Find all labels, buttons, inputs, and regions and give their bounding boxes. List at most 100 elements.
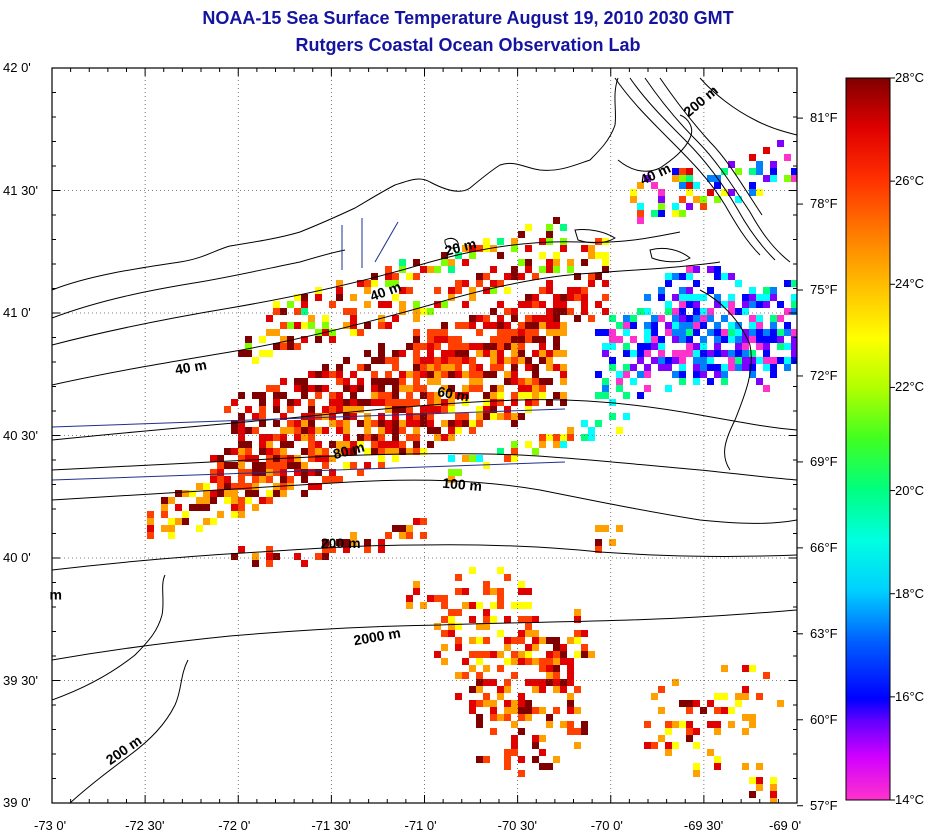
sst-pixel <box>294 462 301 469</box>
sst-pixel <box>511 343 518 350</box>
sst-pixel <box>623 392 630 399</box>
sst-pixel <box>490 385 497 392</box>
sst-pixel <box>476 637 483 644</box>
sst-pixel <box>490 364 497 371</box>
sst-pixel <box>406 371 413 378</box>
sst-pixel <box>525 245 532 252</box>
sst-pixel <box>350 385 357 392</box>
sst-pixel <box>511 245 518 252</box>
sst-pixel <box>616 378 623 385</box>
sst-pixel <box>546 763 553 770</box>
sst-pixel <box>672 329 679 336</box>
sst-pixel <box>581 301 588 308</box>
sst-pixel <box>532 294 539 301</box>
sst-pixel <box>273 406 280 413</box>
sst-pixel <box>749 350 756 357</box>
sst-pixel <box>700 308 707 315</box>
sst-pixel <box>497 315 504 322</box>
colorbar-celsius-label: 22°C <box>895 379 925 395</box>
sst-pixel <box>532 273 539 280</box>
sst-pixel <box>294 399 301 406</box>
sst-pixel <box>315 483 322 490</box>
sst-pixel <box>504 273 511 280</box>
sst-pixel <box>371 273 378 280</box>
sst-pixel <box>238 546 245 553</box>
contour-40m <box>52 261 721 386</box>
sst-pixel <box>686 168 693 175</box>
sst-pixel <box>770 371 777 378</box>
sst-pixel <box>693 364 700 371</box>
sst-pixel <box>742 308 749 315</box>
sst-pixel <box>763 672 770 679</box>
sst-pixel <box>406 532 413 539</box>
sst-pixel <box>560 350 567 357</box>
sst-pixel <box>665 721 672 728</box>
sst-pixel <box>644 742 651 749</box>
sst-pixel <box>560 224 567 231</box>
fahrenheit-label: 78°F <box>810 196 838 212</box>
sst-pixel <box>511 371 518 378</box>
sst-pixel <box>427 371 434 378</box>
sst-pixel <box>392 280 399 287</box>
sst-pixel <box>623 371 630 378</box>
sst-pixel <box>427 343 434 350</box>
sst-pixel <box>511 420 518 427</box>
sst-pixel <box>350 294 357 301</box>
sst-pixel <box>686 707 693 714</box>
sst-pixel <box>770 777 777 784</box>
sst-pixel <box>455 574 462 581</box>
sst-pixel <box>658 336 665 343</box>
sst-pixel <box>525 623 532 630</box>
sst-pixel <box>504 455 511 462</box>
sst-pixel <box>287 399 294 406</box>
sst-pixel <box>511 672 518 679</box>
lon-tick-label: -69 30' <box>683 818 724 833</box>
sst-pixel <box>266 497 273 504</box>
sst-pixel <box>189 490 196 497</box>
contour-200m-southwest <box>69 659 189 803</box>
sst-pixel <box>434 623 441 630</box>
sst-pixel <box>504 679 511 686</box>
sst-pixel <box>280 378 287 385</box>
sst-pixel <box>714 322 721 329</box>
sst-pixel <box>525 630 532 637</box>
sst-pixel <box>259 462 266 469</box>
sst-pixel <box>336 399 343 406</box>
sst-pixel <box>539 252 546 259</box>
sst-pixel <box>476 672 483 679</box>
sst-pixel <box>364 364 371 371</box>
sst-pixel <box>588 315 595 322</box>
sst-pixel <box>385 266 392 273</box>
sst-pixel <box>231 504 238 511</box>
sst-pixel <box>511 700 518 707</box>
sst-pixel <box>546 350 553 357</box>
sst-pixel <box>385 378 392 385</box>
sst-pixel <box>385 427 392 434</box>
sst-pixel <box>161 504 168 511</box>
sst-pixel <box>476 721 483 728</box>
sst-pixel <box>245 406 252 413</box>
sst-pixel <box>756 161 763 168</box>
sst-pixel <box>371 399 378 406</box>
sst-pixel <box>490 245 497 252</box>
sst-pixel <box>518 756 525 763</box>
sst-pixel <box>616 525 623 532</box>
sst-pixel <box>511 441 518 448</box>
sst-pixel <box>476 245 483 252</box>
sst-pixel <box>665 742 672 749</box>
sst-pixel <box>553 329 560 336</box>
sst-pixel <box>378 343 385 350</box>
graticule-grid <box>52 68 797 803</box>
sst-pixel <box>357 441 364 448</box>
coastline <box>52 77 619 291</box>
sst-pixel <box>623 364 630 371</box>
sst-pixel <box>511 273 518 280</box>
sst-pixel <box>532 644 539 651</box>
sst-pixel <box>413 518 420 525</box>
sst-pixel <box>280 469 287 476</box>
sst-pixel <box>392 399 399 406</box>
sst-pixel <box>511 238 518 245</box>
sst-pixel <box>721 336 728 343</box>
sst-pixel <box>476 651 483 658</box>
sst-pixel <box>574 273 581 280</box>
